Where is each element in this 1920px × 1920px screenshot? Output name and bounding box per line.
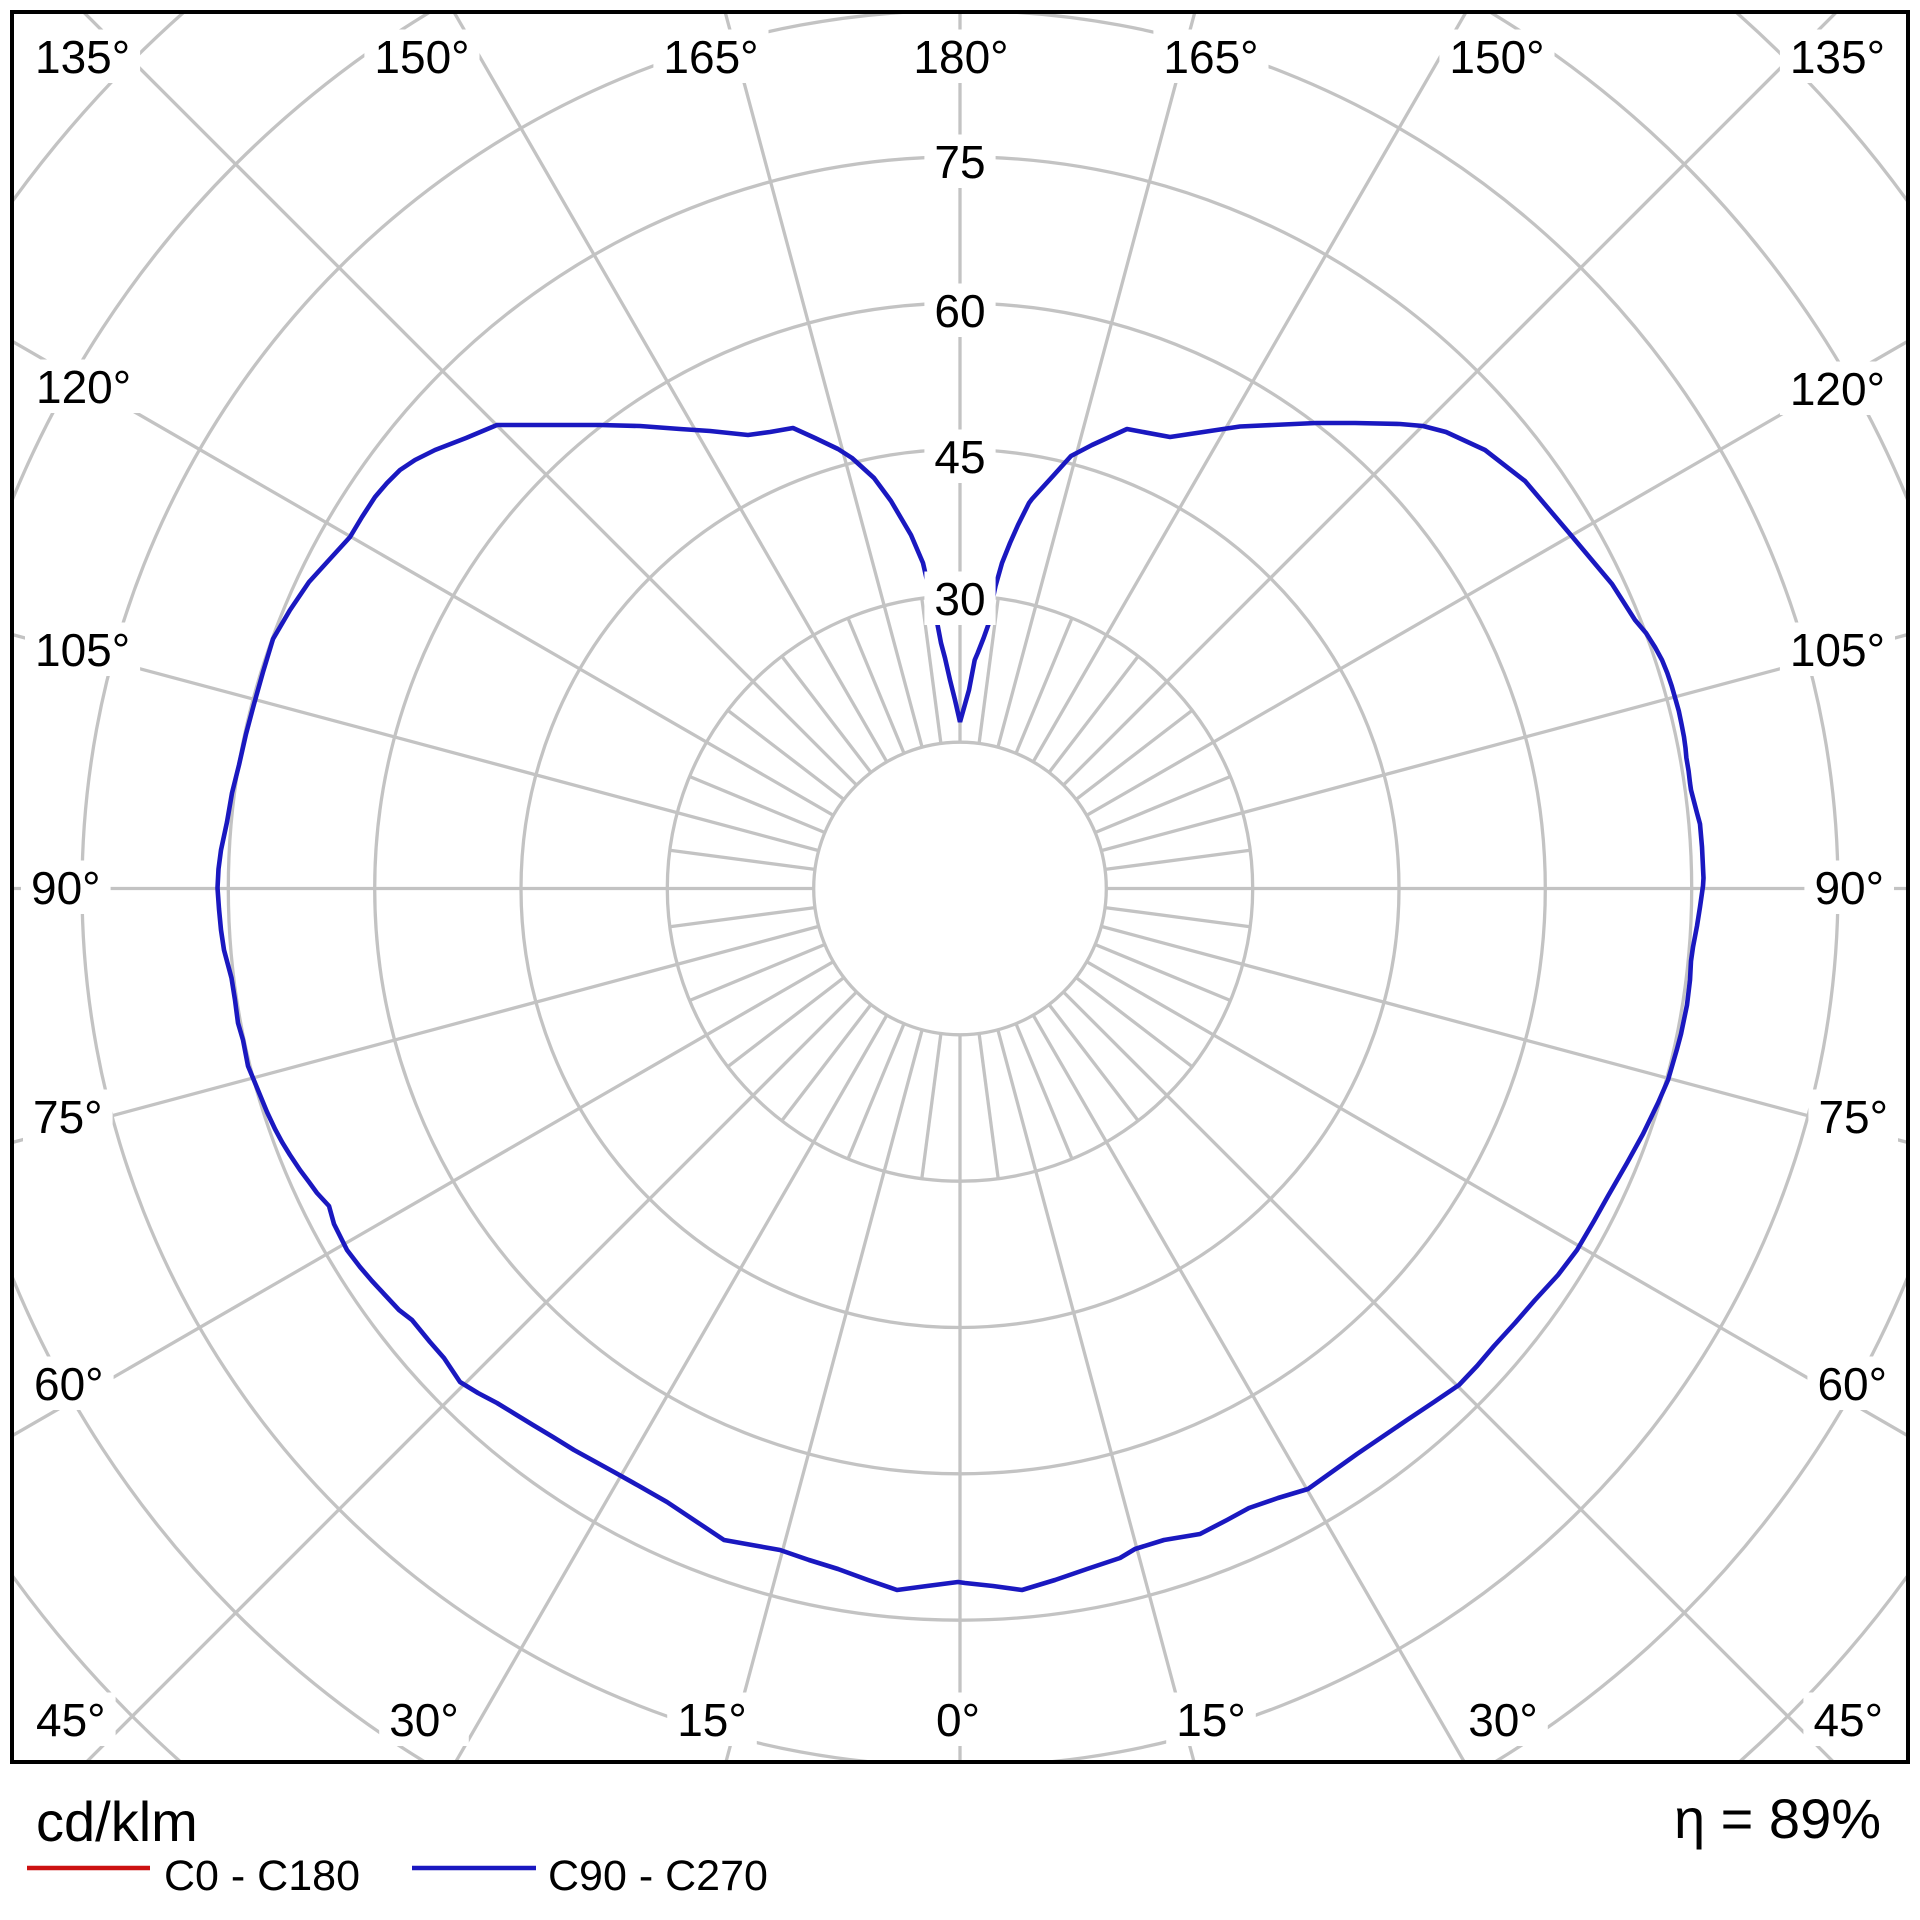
svg-text:75°: 75° — [1818, 1091, 1888, 1143]
svg-text:75: 75 — [934, 136, 985, 188]
svg-text:0°: 0° — [936, 1694, 980, 1746]
svg-text:30°: 30° — [1468, 1694, 1538, 1746]
svg-text:C90 - C270: C90 - C270 — [548, 1852, 768, 1900]
svg-text:45: 45 — [934, 431, 985, 483]
svg-text:η = 89%: η = 89% — [1674, 1787, 1881, 1850]
svg-text:105°: 105° — [35, 624, 130, 676]
svg-text:135°: 135° — [1790, 31, 1885, 83]
svg-text:165°: 165° — [663, 31, 758, 83]
svg-text:75°: 75° — [33, 1091, 103, 1143]
svg-text:30: 30 — [934, 573, 985, 625]
svg-text:45°: 45° — [36, 1694, 106, 1746]
svg-text:15°: 15° — [677, 1694, 747, 1746]
svg-text:30°: 30° — [389, 1694, 459, 1746]
svg-text:60°: 60° — [34, 1358, 104, 1410]
svg-text:cd/klm: cd/klm — [36, 1790, 198, 1853]
svg-text:150°: 150° — [374, 31, 469, 83]
svg-text:120°: 120° — [36, 361, 131, 413]
svg-text:60: 60 — [934, 285, 985, 337]
svg-text:C0 - C180: C0 - C180 — [164, 1852, 360, 1900]
svg-text:120°: 120° — [1790, 363, 1885, 415]
svg-text:15°: 15° — [1176, 1694, 1246, 1746]
svg-text:45°: 45° — [1813, 1694, 1883, 1746]
svg-text:135°: 135° — [35, 31, 130, 83]
svg-text:165°: 165° — [1163, 31, 1258, 83]
svg-text:180°: 180° — [913, 31, 1008, 83]
svg-text:60°: 60° — [1817, 1358, 1887, 1410]
svg-text:150°: 150° — [1449, 31, 1544, 83]
svg-text:90°: 90° — [1814, 862, 1884, 914]
svg-text:105°: 105° — [1790, 624, 1885, 676]
svg-text:90°: 90° — [31, 862, 101, 914]
